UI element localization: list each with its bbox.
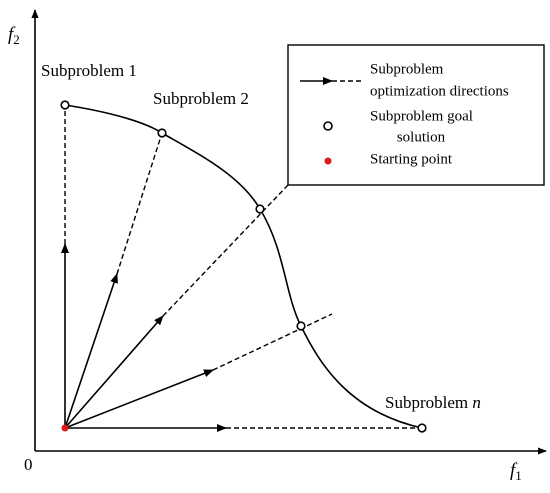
direction-arrow [64, 315, 164, 429]
legend-text: Starting point [370, 151, 453, 167]
direction-arrow [64, 273, 118, 429]
direction-dash [162, 184, 289, 317]
origin-label: 0 [24, 455, 33, 474]
legend-text: Subproblem goal [370, 108, 473, 124]
direction-dash [116, 132, 163, 275]
legend-text: optimization directions [370, 83, 509, 99]
subproblem-label: Subproblem 2 [153, 89, 249, 108]
goal-solution [60, 100, 70, 110]
goal-solution [157, 128, 167, 138]
y-axis-label: f2 [8, 24, 20, 47]
subproblem-label: Subproblem 1 [41, 61, 137, 80]
subproblem-label: Subproblem n [385, 393, 481, 412]
pareto-front [64, 104, 423, 429]
x-axis-label: f1 [510, 460, 522, 483]
starting-point [61, 424, 69, 432]
direction-dash [212, 313, 333, 371]
goal-solution [255, 204, 265, 214]
direction-arrow [64, 369, 214, 429]
legend-start-icon [324, 157, 332, 165]
legend-text: Subproblem [370, 61, 444, 77]
goal-solution [296, 321, 306, 331]
goal-solution [417, 423, 427, 433]
legend: Subproblem optimization directions Subpr… [287, 44, 545, 186]
legend-text: solution [397, 129, 446, 145]
legend-goal-icon [323, 121, 333, 131]
